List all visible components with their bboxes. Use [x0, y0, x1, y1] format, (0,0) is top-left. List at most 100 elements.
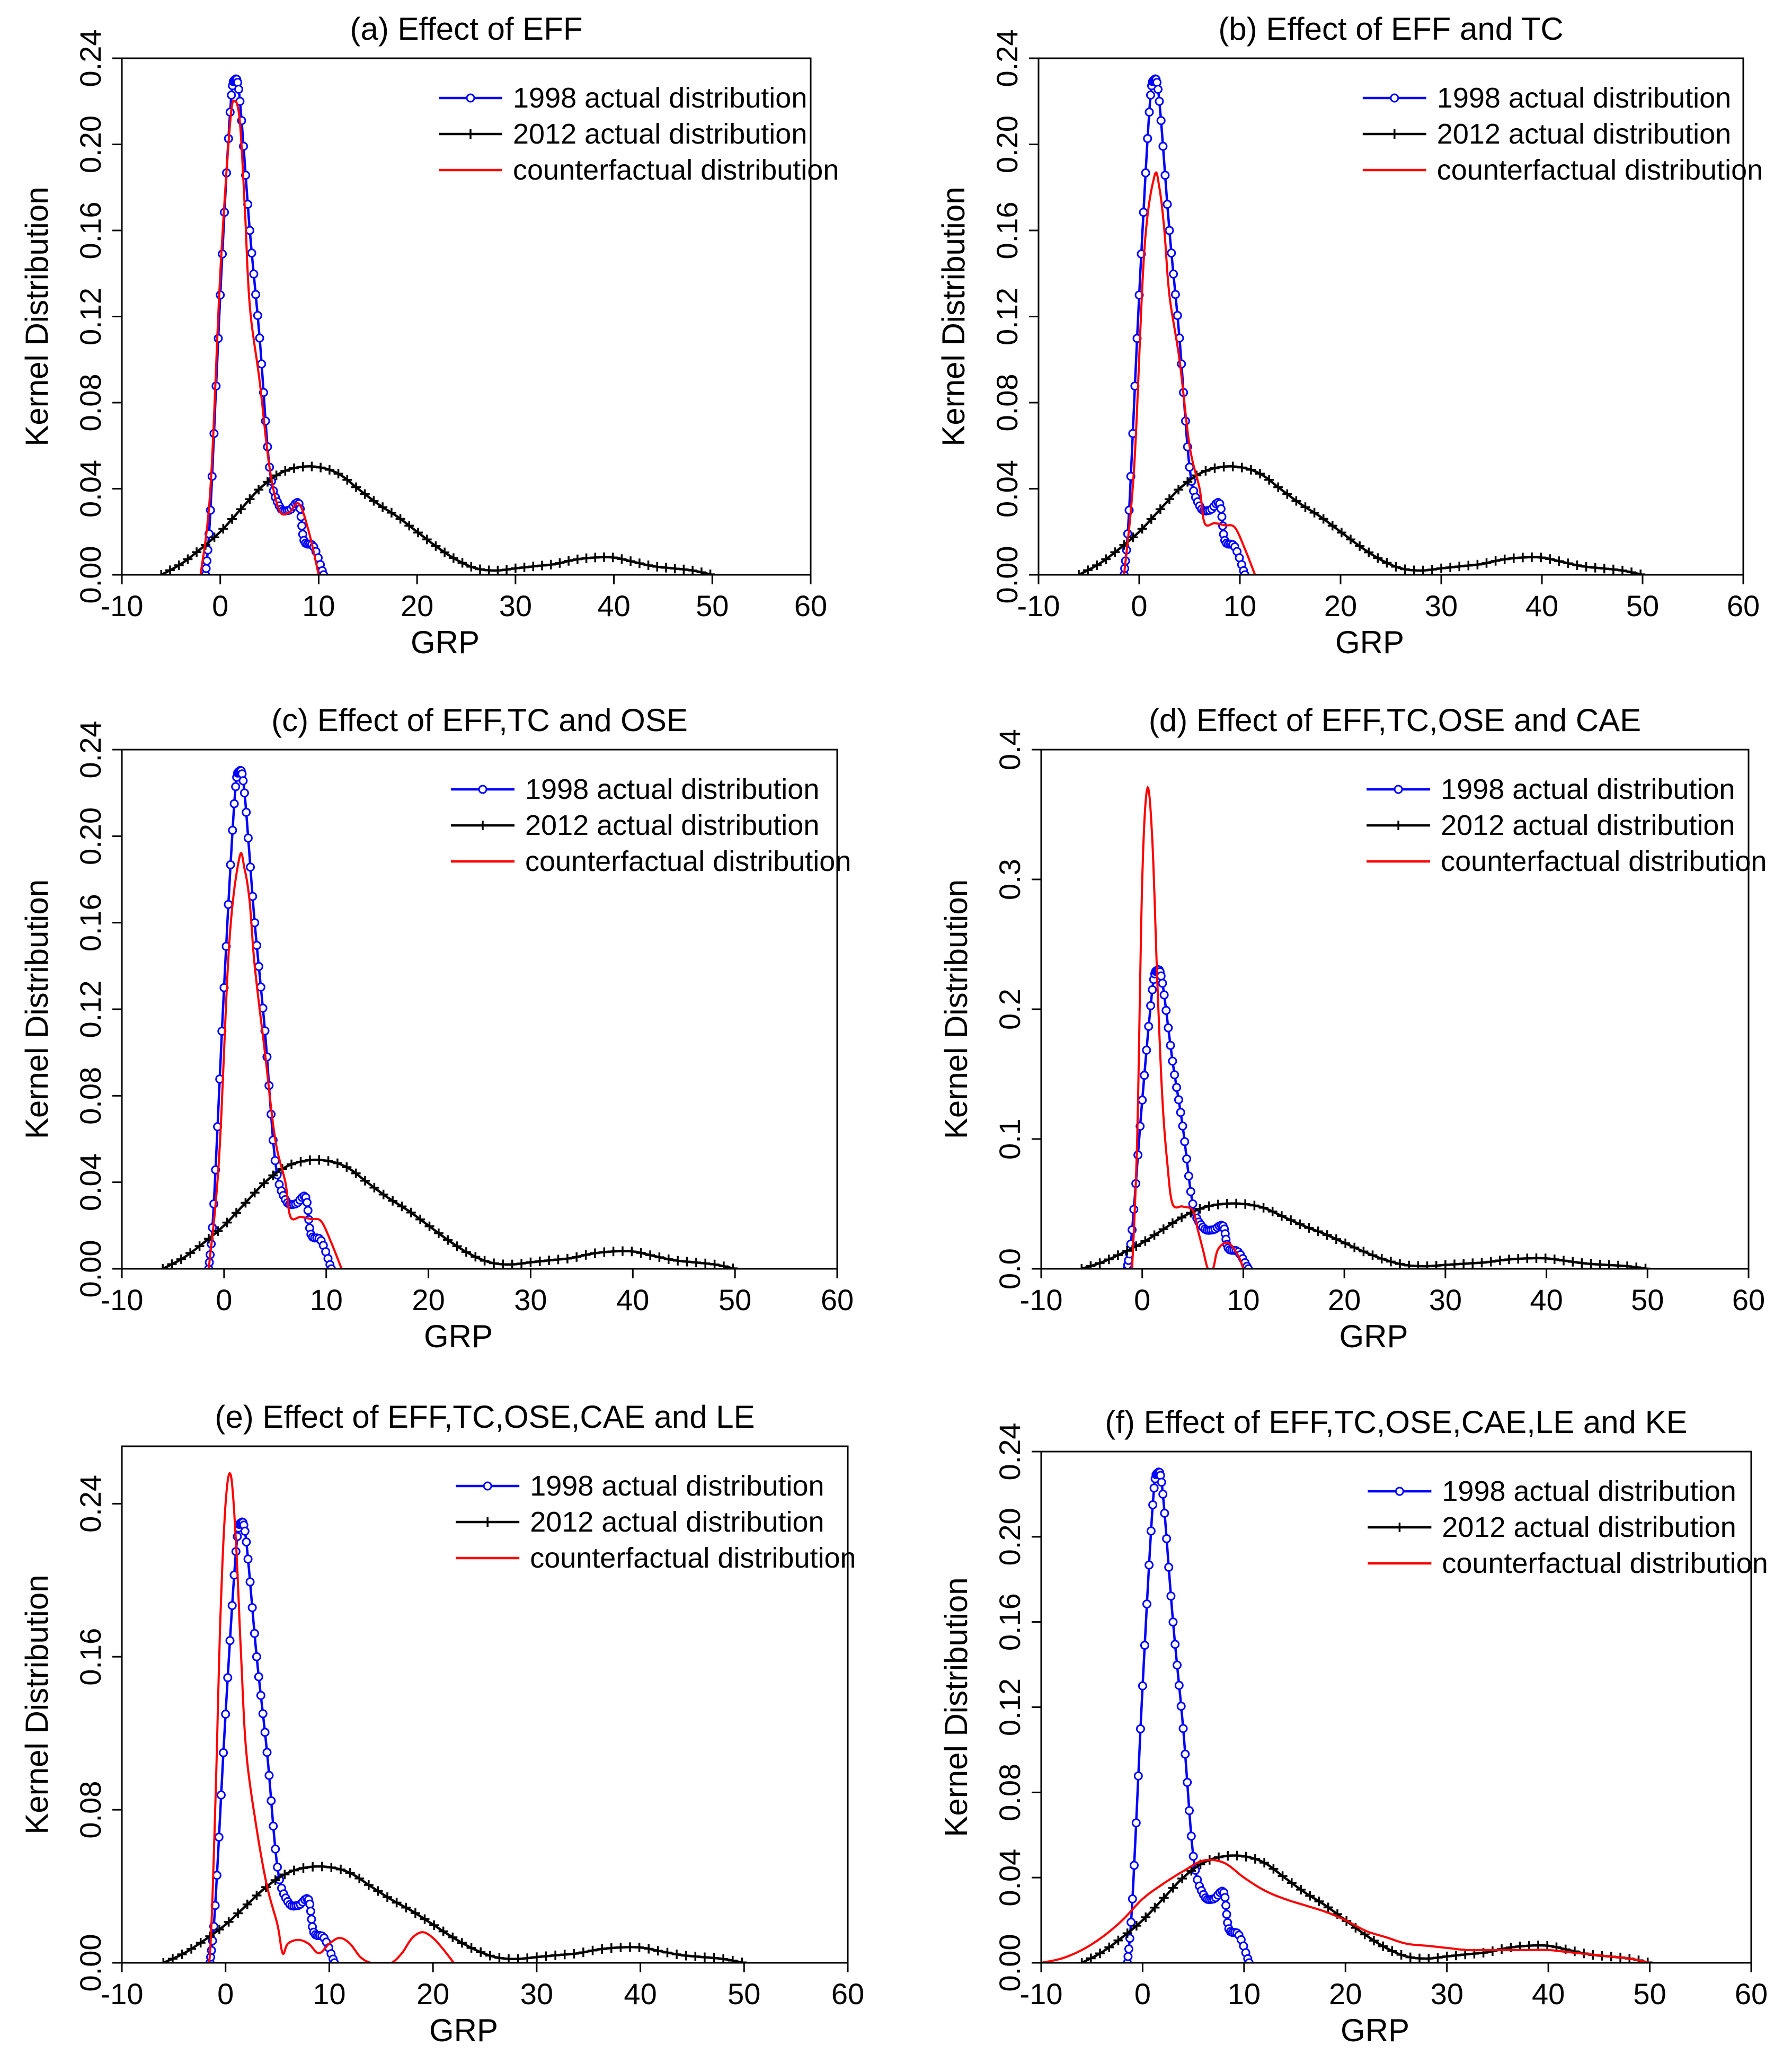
data-point-2012 [259, 1178, 269, 1188]
data-point-2012 [535, 1256, 545, 1266]
data-point-1998 [1156, 116, 1166, 126]
data-point-2012 [581, 1250, 591, 1260]
data-point-1998 [1135, 1724, 1145, 1733]
data-point-2012 [1549, 1255, 1559, 1264]
x-tick-label: 60 [1732, 1283, 1765, 1316]
data-point-2012 [369, 496, 379, 506]
data-point-2012 [1599, 564, 1609, 574]
data-point-2012 [215, 1925, 224, 1935]
data-point-1998 [1186, 1831, 1196, 1841]
data-point-1998 [243, 1554, 253, 1564]
data-point-2012 [429, 1920, 439, 1930]
data-point-2012 [1177, 1873, 1187, 1883]
legend: 1998 actual distribution 2012 actual dist… [1368, 1475, 1768, 1579]
data-point-2012 [383, 1892, 392, 1902]
data-point-1998 [239, 788, 249, 798]
data-point-1998 [227, 91, 236, 100]
series-line [1041, 1858, 1651, 1963]
data-point-1998 [1176, 1702, 1186, 1711]
data-point-2012 [1086, 1261, 1096, 1269]
x-tick-label: 50 [1631, 1283, 1664, 1316]
data-point-2012 [709, 1259, 720, 1269]
data-point-1998 [1142, 1045, 1151, 1055]
data-point-2012 [608, 1247, 618, 1257]
data-point-2012 [1322, 1230, 1332, 1240]
data-point-2012 [369, 1182, 379, 1193]
data-point-2012 [1086, 1953, 1096, 1963]
y-tick-label: 0.4 [993, 729, 1026, 770]
data-point-2012 [342, 475, 352, 485]
x-tick-label: -10 [101, 589, 144, 622]
legend-label: 1998 actual distribution [1441, 773, 1735, 805]
data-point-2012 [1228, 461, 1238, 471]
data-point-2012 [1346, 535, 1355, 545]
legend-label: 2012 actual distribution [1437, 118, 1731, 150]
data-point-2012 [1267, 1206, 1278, 1216]
data-point-2012 [1386, 1257, 1396, 1267]
data-point-2012 [1104, 1255, 1114, 1265]
data-point-2012 [1074, 570, 1084, 575]
data-point-2012 [691, 1258, 701, 1268]
data-point-2012 [626, 556, 636, 566]
data-point-2012 [654, 1252, 664, 1262]
data-point-2012 [448, 1932, 458, 1942]
series-markers-1998 [1120, 74, 1249, 575]
data-point-2012 [688, 565, 698, 575]
data-point-2012 [617, 554, 627, 564]
data-point-2012 [555, 558, 565, 568]
x-tick-label: 10 [1223, 589, 1256, 622]
data-point-2012 [1481, 558, 1492, 568]
series-markers-1998 [201, 74, 329, 575]
y-tick-label: 0.04 [74, 1153, 107, 1211]
data-point-2012 [1477, 1258, 1487, 1268]
data-point-1998 [1159, 990, 1169, 1000]
data-point-2012 [1210, 463, 1220, 473]
y-tick-label: 0.3 [993, 859, 1026, 900]
data-point-1998 [1244, 1264, 1253, 1269]
data-point-2012 [590, 1248, 600, 1258]
data-point-2012 [1195, 1204, 1205, 1214]
data-point-2012 [213, 1226, 223, 1236]
legend-marker-circle [478, 785, 487, 794]
data-point-1998 [307, 1915, 316, 1924]
legend-label: 1998 actual distribution [530, 1470, 824, 1502]
data-point-2012 [298, 1863, 308, 1873]
data-point-1998 [1133, 1771, 1143, 1781]
data-point-2012 [360, 489, 370, 499]
data-point-1998 [303, 1206, 313, 1215]
data-point-2012 [401, 1902, 411, 1912]
x-tick-label: 30 [520, 1977, 553, 2010]
data-point-1998 [1174, 1095, 1183, 1105]
data-point-1998 [1161, 1006, 1171, 1015]
data-point-2012 [1095, 1258, 1105, 1268]
data-point-1998 [1165, 226, 1174, 235]
y-tick-label: 0.12 [993, 1678, 1026, 1736]
data-point-2012 [415, 1214, 425, 1224]
y-tick-label: 0.24 [74, 1475, 107, 1533]
legend-marker-circle [1394, 785, 1403, 794]
data-point-1998 [326, 1264, 336, 1269]
y-tick-label: 0.08 [74, 1781, 107, 1839]
x-tick-label: -10 [101, 1283, 144, 1316]
data-point-2012 [1577, 1258, 1587, 1268]
data-point-1998 [1186, 1187, 1195, 1196]
x-tick-label: -10 [1020, 1283, 1063, 1316]
data-point-2012 [397, 1202, 407, 1212]
data-point-2012 [1618, 565, 1627, 575]
data-point-1998 [212, 1871, 221, 1880]
y-tick-label: 0.1 [993, 1118, 1026, 1160]
data-point-2012 [634, 558, 644, 568]
data-point-1998 [234, 85, 243, 94]
data-point-1998 [1145, 1560, 1154, 1570]
series-line [1125, 968, 1249, 1269]
data-point-2012 [728, 1955, 738, 1963]
data-point-2012 [1204, 1201, 1214, 1211]
data-point-2012 [606, 1943, 616, 1953]
data-point-2012 [471, 1252, 481, 1262]
y-tick-label: 0.16 [993, 1593, 1026, 1651]
y-tick-label: 0.12 [74, 981, 107, 1038]
data-point-2012 [1400, 564, 1410, 574]
data-point-2012 [553, 1255, 563, 1265]
data-point-2012 [599, 552, 609, 562]
